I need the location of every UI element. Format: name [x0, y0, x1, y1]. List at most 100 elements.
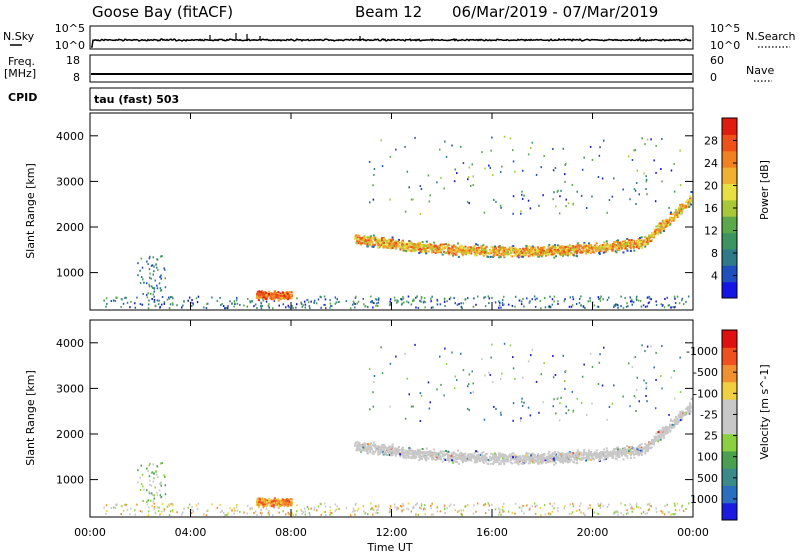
velocity-echo	[411, 507, 414, 510]
velocity-echo	[369, 444, 372, 446]
velocity-echo	[336, 505, 338, 508]
velocity-echo	[519, 459, 522, 462]
velocity-echo	[479, 460, 481, 463]
power-echo	[378, 245, 381, 248]
power-echo	[472, 175, 474, 178]
velocity-echo	[622, 452, 625, 455]
velocity-echo	[254, 510, 257, 513]
power-echo	[503, 250, 506, 253]
power-echo	[393, 241, 396, 244]
velocity-echo	[502, 454, 505, 457]
velocity-echo	[151, 505, 153, 507]
power-echo	[626, 243, 628, 246]
velocity-echo	[656, 435, 659, 438]
velocity-echo	[638, 446, 641, 449]
velocity-echo	[607, 452, 610, 455]
power-echo	[140, 276, 143, 278]
velocity-echo	[227, 512, 229, 515]
power-echo	[567, 254, 569, 257]
power-echo	[564, 249, 567, 252]
velocity-echo	[663, 513, 666, 516]
power-echo	[330, 305, 333, 307]
power-echo	[142, 278, 144, 281]
power-echo	[227, 305, 229, 308]
power-echo	[456, 246, 458, 249]
velocity-echo	[418, 459, 421, 461]
power-echo	[143, 281, 145, 284]
velocity-echo	[494, 508, 497, 511]
power-echo	[448, 252, 450, 255]
velocity-echo	[378, 445, 381, 448]
velocity-echo	[599, 453, 602, 456]
velocity-echo	[475, 450, 478, 453]
power-echo	[639, 300, 642, 303]
velocity-echo	[393, 450, 396, 453]
power-echo	[505, 252, 508, 255]
power-echo	[638, 241, 641, 244]
velocity-echo	[520, 507, 523, 510]
power-echo	[373, 168, 376, 170]
velocity-echo	[449, 456, 452, 459]
velocity-echo	[236, 503, 238, 506]
velocity-echo	[222, 512, 225, 514]
power-echo	[611, 195, 614, 198]
power-echo	[151, 298, 153, 300]
power-echo	[329, 302, 332, 305]
velocity-echo	[124, 503, 126, 506]
power-echo	[568, 253, 571, 256]
velocity-echo	[675, 418, 678, 421]
velocity-echo	[669, 418, 672, 421]
velocity-echo	[666, 503, 668, 506]
velocity-echo	[662, 434, 664, 437]
power-echo	[559, 249, 562, 252]
power-echo	[597, 305, 600, 308]
velocity-echo	[443, 450, 446, 453]
velocity-echo	[548, 451, 551, 453]
power-echo	[467, 248, 470, 251]
velocity-echo	[640, 447, 643, 450]
power-echo	[397, 300, 399, 303]
velocity-echo	[627, 448, 630, 451]
power-echo	[446, 300, 448, 303]
velocity-echo	[338, 507, 340, 510]
velocity-echo	[665, 429, 668, 432]
power-echo	[492, 256, 495, 258]
velocity-echo	[351, 510, 354, 513]
velocity-echo	[496, 457, 499, 460]
velocity-echo	[496, 459, 499, 461]
power-echo	[364, 239, 367, 242]
velocity-echo	[624, 452, 627, 455]
velocity-echo	[302, 511, 304, 514]
power-echo	[554, 249, 557, 252]
power-echo	[579, 251, 582, 254]
power-echo	[373, 173, 375, 176]
power-echo	[534, 298, 537, 301]
velocity-echo	[440, 458, 442, 461]
power-echo	[665, 222, 668, 225]
velocity-echo	[397, 452, 400, 455]
power-echo	[646, 296, 649, 299]
velocity-echo	[220, 511, 222, 514]
power-echo	[211, 296, 213, 299]
velocity-echo	[617, 454, 620, 457]
velocity-echo-points	[103, 342, 693, 517]
power-echo	[648, 301, 651, 304]
velocity-echo	[527, 462, 530, 465]
power-echo	[676, 214, 678, 216]
power-echo	[372, 306, 374, 309]
velocity-echo	[572, 505, 575, 508]
power-echo	[367, 236, 369, 239]
power-echo	[465, 249, 468, 252]
power-echo	[411, 247, 414, 250]
power-echo	[116, 296, 118, 299]
power-echo	[286, 295, 289, 297]
power-echo	[370, 301, 372, 304]
power-echo	[640, 242, 643, 245]
power-echo	[610, 246, 613, 249]
power-echo	[637, 299, 640, 302]
velocity-echo	[631, 507, 633, 510]
velocity-echo	[464, 458, 467, 461]
velocity-echo	[534, 458, 537, 461]
power-echo	[310, 300, 312, 303]
velocity-echo	[578, 508, 581, 511]
